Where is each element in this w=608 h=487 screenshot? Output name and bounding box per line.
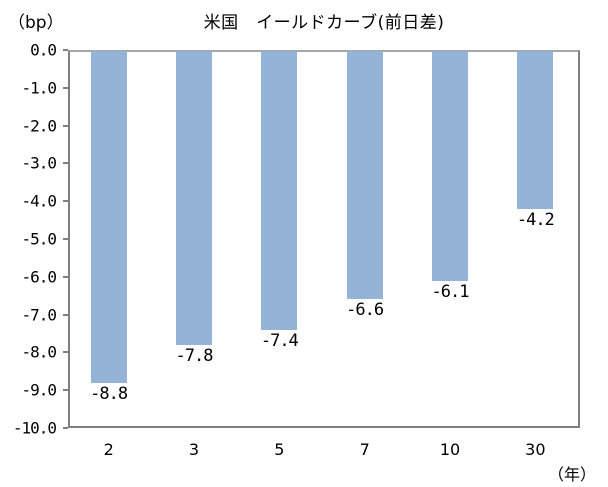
bar: [90, 51, 127, 383]
y-tick-label: -5.0: [21, 229, 57, 249]
x-tick-label: 2: [103, 440, 114, 459]
y-tick-label: -3.0: [21, 153, 57, 173]
y-axis-unit-label: （bp）: [8, 13, 64, 33]
bar: [261, 51, 298, 330]
bar-value-label: -7.8: [175, 345, 214, 366]
y-tick-label: -8.0: [21, 342, 57, 362]
y-tick-mark: [63, 238, 68, 240]
y-tick-mark: [63, 86, 68, 89]
y-tick-mark: [63, 389, 68, 392]
y-tick-mark: [63, 313, 68, 316]
chart-title: 米国 イールドカーブ(前日差): [203, 13, 445, 33]
y-tick-label: -9.0: [21, 380, 57, 400]
y-tick-label: -4.0: [21, 191, 57, 211]
bar-value-label: -6.1: [431, 281, 470, 302]
y-tick-mark: [63, 49, 68, 51]
x-tick-label: 5: [274, 440, 285, 459]
y-tick-label: -1.0: [21, 78, 57, 98]
y-tick-mark: [63, 275, 68, 278]
bar: [432, 51, 468, 281]
x-tick-label: 3: [188, 440, 200, 459]
x-tick-label: 7: [359, 440, 370, 459]
bar: [346, 51, 383, 300]
y-tick-label: 0.0: [30, 40, 57, 60]
y-tick-label: -7.0: [21, 305, 57, 325]
y-tick-label: -10.0: [12, 418, 57, 438]
bar-value-label: -8.8: [90, 383, 128, 404]
x-axis-unit-label: （年）: [548, 465, 597, 484]
bar: [517, 51, 554, 209]
y-tick-mark: [63, 162, 68, 165]
y-tick-mark: [63, 200, 68, 203]
bar: [176, 51, 212, 345]
plot-area: [68, 50, 580, 428]
y-tick-mark: [63, 124, 68, 127]
y-tick-mark: [63, 427, 68, 429]
y-tick-label: -6.0: [21, 267, 57, 287]
bar-value-label: -4.2: [516, 209, 555, 230]
x-tick-label: 30: [525, 440, 546, 459]
y-tick-mark: [63, 351, 68, 354]
x-tick-label: 10: [439, 440, 461, 459]
y-tick-label: -2.0: [21, 116, 57, 136]
bar-value-label: -7.4: [260, 330, 299, 351]
bar-value-label: -6.6: [346, 300, 384, 321]
